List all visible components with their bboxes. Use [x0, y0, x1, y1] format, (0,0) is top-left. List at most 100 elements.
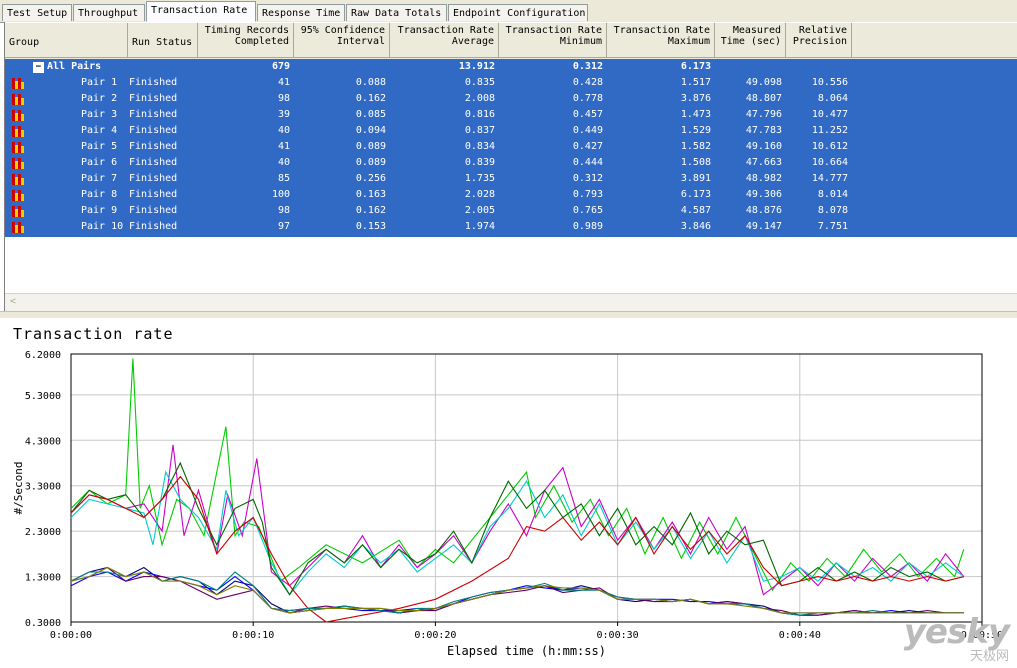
col-header-timing-records[interactable]: Timing Records Completed [198, 23, 294, 58]
tab-throughput[interactable]: Throughput [73, 4, 145, 21]
pair-records: 40 [277, 125, 290, 136]
x-tick-label: 0:00:10 [232, 630, 274, 641]
pair-group: Pair 1 [81, 77, 118, 88]
col-header-min[interactable]: Transaction Rate Minimum [499, 23, 607, 58]
table-row[interactable]: Pair 3 Finished 39 0.085 0.816 0.457 1.473 47.7… [5, 107, 1017, 123]
pair-group: Pair 5 [81, 141, 118, 152]
pair-max: 6.173 [680, 189, 711, 200]
tab-test-setup[interactable]: Test Setup [2, 4, 72, 21]
pair-time: 47.796 [745, 109, 782, 120]
table-row[interactable]: Pair 4 Finished 40 0.094 0.837 0.449 1.529 47.7… [5, 123, 1017, 139]
pair-avg: 1.735 [464, 173, 495, 184]
table-row[interactable]: Pair 5 Finished 41 0.089 0.834 0.427 1.582 49.1… [5, 139, 1017, 155]
table-row[interactable]: Pair 2 Finished 98 0.162 2.008 0.778 3.876 48.8… [5, 91, 1017, 107]
x-tick-label: 0:00:50 [961, 630, 1003, 641]
pair-ci: 0.256 [355, 173, 386, 184]
col-header-timing-line1: Timing Records [204, 25, 289, 36]
pair-prec: 7.751 [817, 221, 848, 232]
pair-max: 4.587 [680, 205, 711, 216]
table-header: Group Run Status Timing Records Completed… [5, 23, 1017, 59]
pair-prec: 11.252 [811, 125, 848, 136]
pair-records: 41 [277, 141, 290, 152]
col-header-measured-time[interactable]: Measured Time (sec) [715, 23, 786, 58]
col-header-max-line2: Maximum [667, 36, 710, 47]
table-row[interactable]: Pair 9 Finished 98 0.162 2.005 0.765 4.587 48.8… [5, 203, 1017, 219]
summary-group: All Pairs [47, 61, 102, 72]
pair-min: 0.778 [572, 93, 603, 104]
table-row[interactable]: Pair 8 Finished 100 0.163 2.028 0.793 6.173 49.… [5, 187, 1017, 203]
y-axis-label: #/Second [12, 462, 25, 515]
table-row[interactable]: Pair 7 Finished 85 0.256 1.735 0.312 3.891 48.9… [5, 171, 1017, 187]
pair-time: 49.160 [745, 141, 782, 152]
pair-icon [12, 78, 24, 89]
table-row[interactable]: Pair 1 Finished 41 0.088 0.835 0.428 1.517 49.0… [5, 75, 1017, 91]
pair-max: 1.517 [680, 77, 711, 88]
collapse-icon[interactable]: − [33, 62, 44, 73]
table-row[interactable]: Pair 6 Finished 40 0.089 0.839 0.444 1.508 47.6… [5, 155, 1017, 171]
series-line-4 [70, 461, 964, 596]
col-header-confidence[interactable]: 95% Confidence Interval [294, 23, 390, 58]
tab-raw-data-totals[interactable]: Raw Data Totals [346, 4, 447, 21]
pair-ci: 0.153 [355, 221, 386, 232]
pair-max: 1.473 [680, 109, 711, 120]
summary-max: 6.173 [680, 61, 711, 72]
pair-min: 0.989 [572, 221, 603, 232]
pair-ci: 0.163 [355, 189, 386, 200]
pair-group: Pair 8 [81, 189, 118, 200]
scroll-left-icon[interactable]: < [9, 296, 17, 307]
pair-avg: 0.816 [464, 109, 495, 120]
pair-run-status: Finished [129, 77, 178, 88]
plot-frame [70, 353, 983, 623]
pair-max: 3.846 [680, 221, 711, 232]
pair-ci: 0.094 [355, 125, 386, 136]
tab-transaction-rate[interactable]: Transaction Rate [146, 1, 256, 22]
pair-run-status: Finished [129, 141, 178, 152]
col-header-precision[interactable]: Relative Precision [786, 23, 852, 58]
x-tick-label: 0:00:40 [779, 630, 821, 641]
pair-run-status: Finished [129, 173, 178, 184]
pair-icon [12, 222, 24, 233]
pair-min: 0.765 [572, 205, 603, 216]
pair-run-status: Finished [129, 157, 178, 168]
pair-run-status: Finished [129, 109, 178, 120]
pair-ci: 0.162 [355, 205, 386, 216]
table-row-all-pairs[interactable]: − All Pairs 679 13.912 0.312 6.173 [5, 59, 1017, 75]
pair-group: Pair 4 [81, 125, 118, 136]
table-row[interactable]: Pair 10 Finished 97 0.153 1.974 0.989 3.846 49.… [5, 219, 1017, 235]
pair-run-status: Finished [129, 205, 178, 216]
y-tick-label: 2.3000 [25, 527, 61, 538]
pair-group: Pair 6 [81, 157, 118, 168]
col-header-group-label: Group [9, 37, 40, 48]
horizontal-scrollbar[interactable]: < [5, 293, 1017, 311]
series-line-10 [70, 566, 964, 614]
series-line-1 [70, 358, 965, 592]
pair-prec: 10.612 [811, 141, 848, 152]
pair-max: 1.582 [680, 141, 711, 152]
pair-icon [12, 110, 24, 121]
col-header-max[interactable]: Transaction Rate Maximum [607, 23, 715, 58]
y-tick-label: 5.3000 [25, 391, 61, 402]
col-header-precision-line1: Relative [798, 25, 847, 36]
pair-records: 97 [277, 221, 290, 232]
pair-max: 3.876 [680, 93, 711, 104]
pair-ci: 0.088 [355, 77, 386, 88]
pair-records: 85 [277, 173, 290, 184]
pair-time: 49.098 [745, 77, 782, 88]
pair-min: 0.444 [572, 157, 603, 168]
x-tick-label: 0:00:20 [414, 630, 456, 641]
pair-max: 1.508 [680, 157, 711, 168]
pair-max: 1.529 [680, 125, 711, 136]
col-header-run-status[interactable]: Run Status [128, 23, 198, 58]
results-table: Group Run Status Timing Records Completed… [4, 22, 1017, 311]
tab-endpoint-configuration[interactable]: Endpoint Configuration [448, 4, 588, 21]
col-header-avg[interactable]: Transaction Rate Average [390, 23, 499, 58]
col-header-group[interactable]: Group [5, 23, 128, 58]
pair-records: 41 [277, 77, 290, 88]
pair-avg: 2.028 [464, 189, 495, 200]
pair-time: 47.663 [745, 157, 782, 168]
y-tick-label: 4.3000 [25, 436, 61, 447]
pair-time: 48.876 [745, 205, 782, 216]
y-tick-label: 3.3000 [25, 482, 61, 493]
tab-response-time[interactable]: Response Time [257, 4, 345, 21]
pair-avg: 2.005 [464, 205, 495, 216]
